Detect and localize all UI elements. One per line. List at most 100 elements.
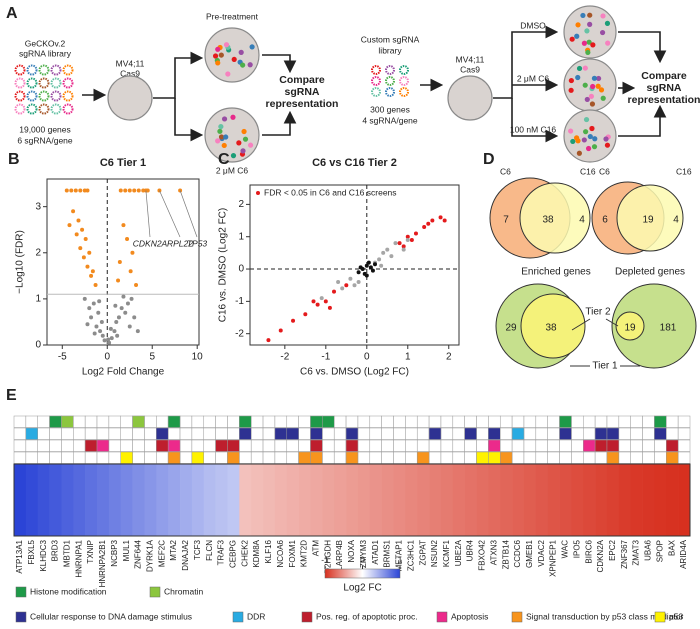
gene-label: HNRNPA2B1 [98, 539, 107, 587]
point [426, 221, 431, 226]
colorbar-tick-label: -1 [321, 554, 329, 564]
annotation-cell [666, 415, 679, 428]
heat-cell [298, 464, 311, 536]
annotation-cell [476, 439, 489, 452]
gene-label: CEBPG [229, 540, 238, 568]
venn-set [616, 184, 684, 252]
venn-set [615, 311, 645, 341]
annotation-cell [405, 451, 418, 464]
heat-cell [25, 464, 39, 536]
annotation-term [666, 439, 679, 452]
point [130, 250, 135, 255]
annotation-cell [547, 439, 560, 452]
dot [585, 145, 592, 152]
annotation-term [559, 415, 572, 428]
point [94, 324, 99, 329]
annotation-term [61, 415, 74, 428]
heat-cell [357, 464, 371, 536]
annotation-cell [286, 415, 299, 428]
annotation-cell [452, 439, 465, 452]
annotation-cell [120, 439, 133, 452]
annotation-cell [499, 439, 513, 452]
dot [568, 128, 574, 134]
annotation-cell [547, 427, 560, 440]
annotation-cell [654, 439, 667, 452]
point [405, 237, 410, 242]
y-tick-label: 2 [238, 199, 244, 210]
heat-cell [180, 464, 193, 536]
annotation-cell [37, 451, 50, 464]
venn-set [519, 182, 591, 254]
arrow [262, 54, 297, 74]
annotation-cell [37, 439, 50, 452]
annotation: RPL22 [167, 238, 193, 248]
text: 19,000 genes [19, 124, 71, 134]
gene-label: ATP13A1 [15, 539, 24, 573]
annotation-term [274, 427, 288, 440]
library-icon [14, 64, 74, 115]
dot [26, 77, 38, 89]
annotation-cell [132, 451, 145, 464]
legend-swatch [436, 611, 448, 623]
annotation-cell [369, 415, 382, 428]
arrow [174, 98, 204, 142]
colorbar [324, 568, 401, 579]
annotation-cell [630, 439, 643, 452]
dot [38, 64, 50, 76]
point [107, 340, 112, 345]
annotation-cell [132, 427, 145, 440]
dot [589, 101, 596, 107]
dot [242, 136, 249, 142]
gene-label: ZMYM3 [359, 539, 368, 568]
annotation-cell [108, 427, 121, 440]
dot [574, 33, 580, 39]
annotation-cell [559, 439, 572, 452]
dot [50, 90, 62, 102]
annotation-cell [357, 439, 371, 452]
gene-label: UBE2A [454, 539, 463, 566]
gene-label: EPC2 [608, 539, 617, 560]
annotation-cell [322, 427, 335, 440]
annotation-cell [405, 427, 418, 440]
gene-label: BRD3 [51, 539, 60, 561]
gene-label: SPOP [655, 540, 664, 562]
gene-label: BAX [667, 539, 676, 556]
annotation-cell [73, 427, 86, 440]
annotation-cell [677, 415, 691, 428]
heat-cell [263, 464, 276, 536]
annotation-term [666, 451, 679, 464]
point [125, 301, 130, 306]
annotation-cell [73, 415, 86, 428]
panel-a: A GeCKOv.2 sgRNA library 19,000 genes 6 … [6, 5, 700, 175]
legend-label: Histone modification [30, 586, 107, 596]
point [430, 218, 435, 223]
heat-cell [85, 464, 98, 536]
venn-count: 38 [545, 323, 557, 334]
arrow [618, 31, 667, 64]
annotation-term [167, 415, 181, 428]
venn-count: 4 [673, 215, 679, 226]
point [71, 209, 76, 214]
dot [575, 22, 581, 28]
annotation-cell [464, 451, 477, 464]
dot [575, 138, 581, 144]
annotation-cell [167, 427, 181, 440]
gene-label: NSUN2 [430, 539, 439, 567]
annotation-cell [262, 439, 276, 452]
point [74, 232, 79, 237]
dot [587, 21, 593, 27]
heat-cell [346, 464, 359, 536]
text: 4 sgRNA/gene [362, 115, 418, 125]
gene-label: ZMAT3 [632, 539, 641, 565]
gene-label: MUL1 [122, 539, 131, 561]
gene-label: FLCN [205, 540, 214, 561]
annotation-cell [428, 451, 442, 464]
gene-label: ZNF644 [134, 539, 143, 568]
point [381, 250, 386, 255]
text: Pre-treatment [206, 11, 259, 21]
annotation-cell [571, 415, 584, 428]
annotation-cell [13, 415, 27, 428]
annotation-cell [428, 439, 442, 452]
annotation-term [227, 451, 240, 464]
annotation-cell [369, 427, 382, 440]
